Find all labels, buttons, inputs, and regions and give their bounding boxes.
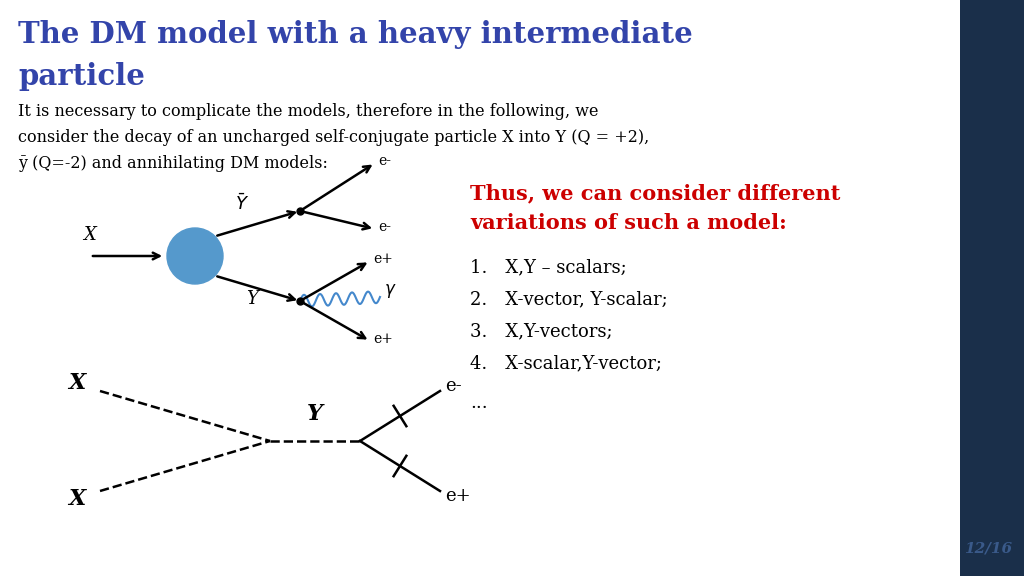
- Text: consider the decay of an uncharged self-conjugate particle X into Y (Q = +2),: consider the decay of an uncharged self-…: [18, 129, 649, 146]
- Text: e+: e+: [373, 332, 393, 346]
- Text: e+: e+: [373, 252, 393, 266]
- Text: ȳ (Q=-2) and annihilating DM models:: ȳ (Q=-2) and annihilating DM models:: [18, 155, 328, 172]
- Text: The DM model with a heavy intermediate: The DM model with a heavy intermediate: [18, 20, 693, 49]
- Text: $\bar{Y}$: $\bar{Y}$: [236, 193, 250, 214]
- Text: 12/16: 12/16: [964, 542, 1012, 556]
- Text: ...: ...: [470, 394, 487, 412]
- Text: 2.  X-vector, Y-scalar;: 2. X-vector, Y-scalar;: [470, 290, 668, 308]
- Text: 4.  X-scalar,Y-vector;: 4. X-scalar,Y-vector;: [470, 354, 662, 372]
- Text: 3.  X,Y-vectors;: 3. X,Y-vectors;: [470, 322, 612, 340]
- Text: 1.  X,Y – scalars;: 1. X,Y – scalars;: [470, 258, 627, 276]
- Text: e-: e-: [445, 377, 462, 395]
- Text: variations of such a model:: variations of such a model:: [470, 213, 786, 233]
- Text: X: X: [84, 226, 96, 244]
- Text: e-: e-: [378, 154, 391, 168]
- Text: X: X: [68, 488, 85, 510]
- Text: e+: e+: [445, 487, 471, 505]
- Text: Thus, we can consider different: Thus, we can consider different: [470, 183, 841, 203]
- Text: e-: e-: [378, 220, 391, 234]
- Bar: [961, 0, 1024, 576]
- Text: X: X: [68, 372, 85, 394]
- Text: Y: Y: [307, 403, 323, 425]
- Text: Y: Y: [247, 290, 258, 308]
- Circle shape: [167, 228, 223, 284]
- Text: particle: particle: [18, 62, 144, 91]
- Text: $\gamma$: $\gamma$: [384, 282, 396, 300]
- Text: It is necessary to complicate the models, therefore in the following, we: It is necessary to complicate the models…: [18, 103, 598, 120]
